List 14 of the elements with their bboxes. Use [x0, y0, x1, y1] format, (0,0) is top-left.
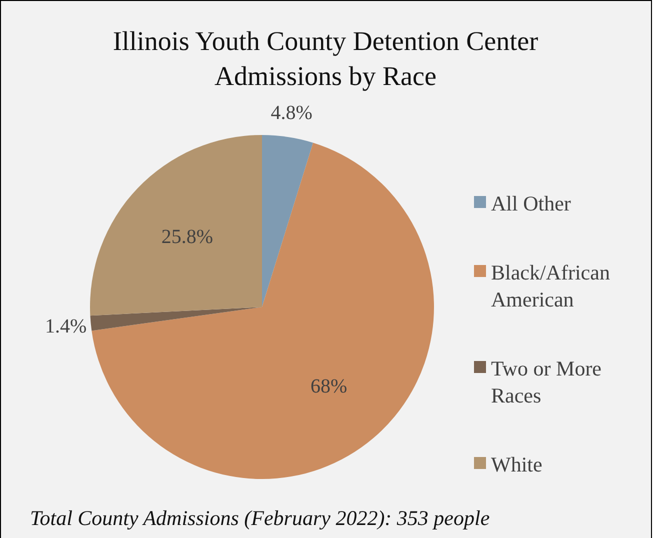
text: Total County Admissions (February 2022): 353 people	[30, 506, 490, 530]
data-label: 1.4%	[45, 316, 87, 338]
data-label: 25.8%	[161, 226, 214, 248]
pie-slice	[92, 142, 434, 479]
pie-slice	[90, 135, 262, 316]
data-label: 68%	[310, 376, 348, 398]
legend-label: All Other	[491, 191, 571, 216]
legend-label: Black/African American	[491, 260, 610, 312]
data-label: 4.8%	[270, 102, 312, 124]
legend-label: White	[491, 452, 542, 476]
pie-slice	[90, 307, 262, 331]
chart-title: Illinois Youth County Detention Center Admissions by Race	[112, 26, 538, 91]
legend-label: Two or More Races	[491, 356, 602, 408]
pie-slice	[262, 135, 314, 307]
